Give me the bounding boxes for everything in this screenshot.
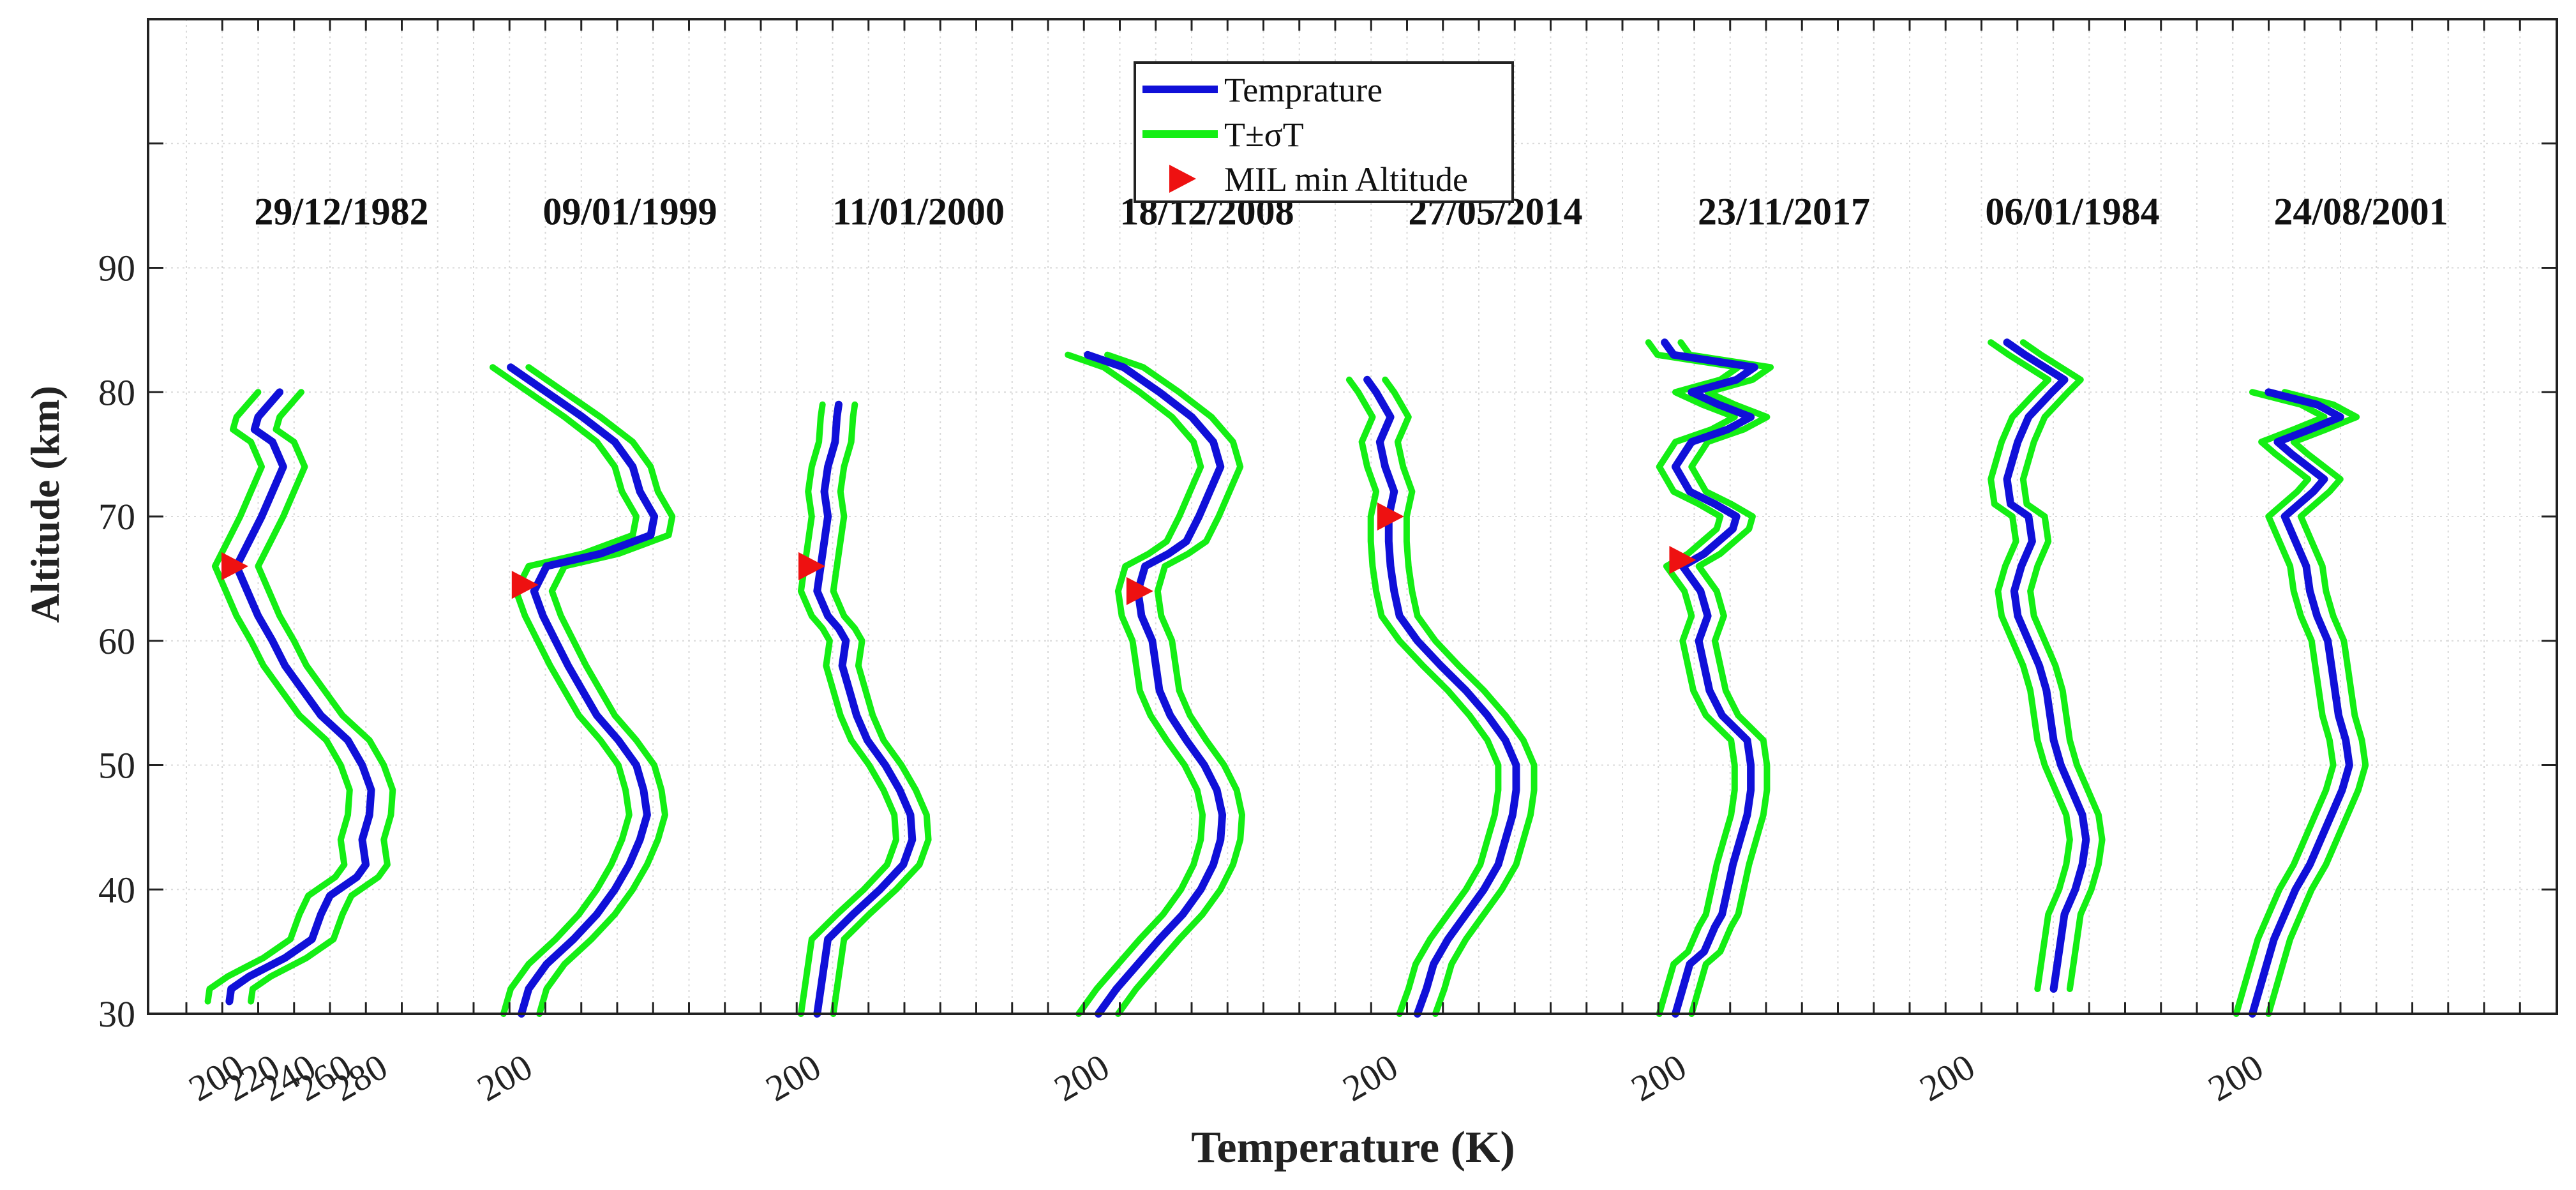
panel-date-label: 06/01/1984 bbox=[1985, 190, 2159, 232]
mil-min-altitude-marker bbox=[221, 552, 248, 580]
axes bbox=[147, 18, 2558, 1015]
sigma-lower-line bbox=[1345, 376, 1502, 1017]
sigma-upper-line bbox=[1382, 376, 1538, 1017]
series-layer bbox=[204, 338, 2369, 1018]
y-axis-label: Altitude (km) bbox=[22, 386, 68, 623]
sigma-upper-line bbox=[248, 389, 396, 1005]
sigma-lower-line bbox=[797, 401, 899, 1017]
mil-min-altitude-marker bbox=[798, 552, 825, 580]
temperature-line bbox=[813, 400, 917, 1018]
sigma-upper-line bbox=[2019, 339, 2106, 992]
x-tick-label: 200 bbox=[1624, 1046, 1693, 1110]
temperature-line bbox=[225, 388, 375, 1005]
sigma-lower-line bbox=[490, 364, 640, 1017]
legend-label: MIL min Altitude bbox=[1224, 160, 1468, 199]
temperature-line bbox=[1084, 350, 1227, 1018]
sigma-lower-line bbox=[204, 389, 353, 1005]
y-tick-label: 50 bbox=[98, 745, 135, 787]
sigma-upper-line bbox=[525, 364, 676, 1017]
legend: Temprature T±σT MIL min Altitude bbox=[1134, 61, 1514, 203]
panel-date-label: 29/12/1982 bbox=[254, 190, 428, 232]
y-tick-label: 40 bbox=[98, 869, 135, 910]
sigma-upper-line bbox=[2265, 389, 2369, 1017]
sigma-lower-line bbox=[1645, 339, 1742, 1017]
marker-layer bbox=[221, 502, 1696, 605]
labels-layer: 30 40 50 60 70 80 90 29/12/1982 200 09/01/1999 200… bbox=[98, 190, 2448, 1109]
legend-label: Temprature bbox=[1224, 71, 1382, 109]
x-tick-label: 200 bbox=[470, 1046, 539, 1110]
panel-date-label: 24/08/2001 bbox=[2273, 190, 2448, 232]
panel-date-label: 11/01/2000 bbox=[832, 190, 1005, 232]
axes-frame bbox=[147, 18, 2558, 1015]
legend-swatch-marker bbox=[1169, 165, 1196, 193]
temperature-line bbox=[507, 363, 659, 1018]
temperature-line bbox=[1363, 375, 1520, 1018]
sigma-lower-line bbox=[1988, 339, 2073, 992]
temperature-line bbox=[1661, 338, 1758, 1018]
y-tick-label: 70 bbox=[98, 496, 135, 538]
temperature-line bbox=[2249, 388, 2353, 1018]
x-tick-label: 200 bbox=[1913, 1046, 1982, 1110]
mil-min-altitude-marker bbox=[511, 571, 539, 599]
x-tick-label: 200 bbox=[1336, 1046, 1405, 1110]
temperature-line bbox=[2003, 338, 2090, 993]
sigma-upper-line bbox=[1104, 351, 1245, 1017]
panel-date-label: 23/11/2017 bbox=[1698, 190, 1870, 232]
sigma-upper-line bbox=[830, 401, 932, 1017]
panel-date-label: 09/01/1999 bbox=[543, 190, 717, 232]
y-tick-label: 90 bbox=[98, 248, 135, 289]
sigma-upper-line bbox=[1677, 339, 1774, 1017]
legend-label: T±σT bbox=[1224, 116, 1304, 154]
mil-min-altitude-marker bbox=[1126, 576, 1153, 605]
x-tick-label: 200 bbox=[1047, 1046, 1116, 1110]
x-tick-label: 200 bbox=[2201, 1046, 2270, 1110]
sigma-lower-line bbox=[1065, 351, 1206, 1017]
x-tick-label: 200 bbox=[759, 1046, 828, 1110]
x-axis-label: Temperature (K) bbox=[1191, 1123, 1515, 1172]
y-tick-label: 30 bbox=[98, 993, 135, 1035]
mil-min-altitude-marker bbox=[1377, 502, 1404, 531]
y-tick-label: 80 bbox=[98, 372, 135, 413]
y-tick-label: 60 bbox=[98, 621, 135, 662]
sigma-lower-line bbox=[2233, 389, 2337, 1017]
mil-min-altitude-marker bbox=[1669, 546, 1696, 575]
